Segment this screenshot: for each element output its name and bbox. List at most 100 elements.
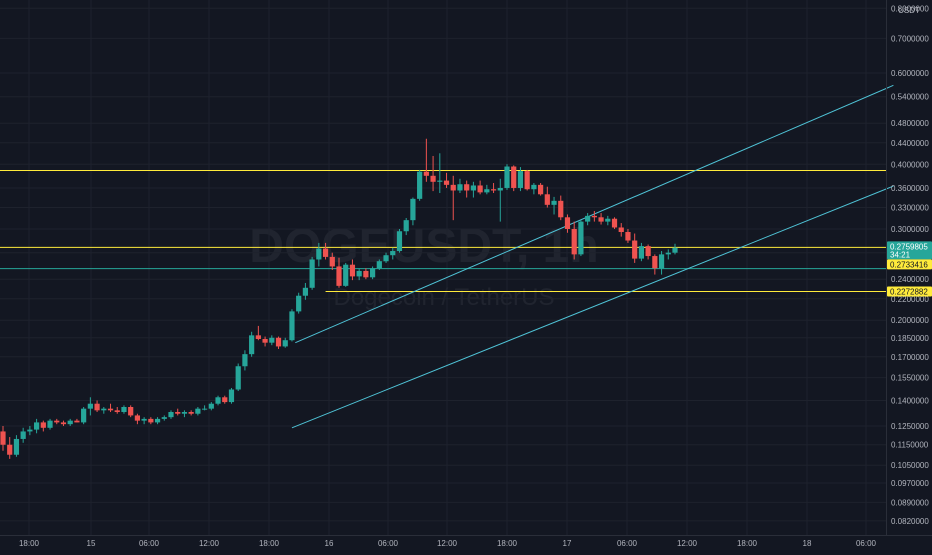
candle [0, 425, 6, 451]
candle-body [390, 251, 396, 256]
price-tick-label: 0.0890000 [891, 498, 929, 507]
candle [571, 221, 577, 260]
time-axis[interactable]: 18:00 15 06:00 12:00 18:00 16 06:00 12:00 18:00 1… [19, 539, 877, 548]
candle [403, 218, 409, 236]
green-line-price-tag-text: 0.2733416 [890, 260, 928, 269]
candle-body [638, 246, 644, 259]
watermark-symbol: DOGEUSDT, 1h [249, 220, 598, 273]
candle-body [497, 187, 503, 191]
candle [390, 247, 396, 260]
time-tick-label: 12:00 [437, 539, 458, 548]
candle-body [128, 407, 134, 416]
price-tick-label: 0.1400000 [891, 396, 929, 405]
candle-body [611, 218, 618, 228]
last-price-tag-bg [887, 241, 932, 260]
candle-body [370, 268, 376, 278]
candle [376, 259, 382, 271]
candle-body [464, 184, 470, 191]
candle-body [255, 335, 261, 339]
candle-body [74, 420, 80, 423]
candle [269, 335, 275, 346]
price-tick-label: 0.2400000 [891, 275, 929, 284]
candle-body [605, 218, 611, 222]
time-tick-label: 18 [803, 539, 812, 548]
candle [383, 252, 389, 263]
candle [181, 410, 188, 418]
time-tick-label: 18:00 [497, 539, 518, 548]
price-tick-label: 0.8000000 [891, 4, 929, 13]
candle-body [54, 420, 60, 423]
candle-body [316, 248, 322, 260]
candle-body [517, 171, 524, 188]
price-tick-label: 0.6000000 [891, 69, 929, 78]
candle [551, 196, 557, 215]
candle [94, 400, 100, 413]
candle-body [7, 444, 13, 455]
candle-body [34, 422, 40, 430]
time-tick-label: 06:00 [139, 539, 160, 548]
candle [296, 292, 302, 314]
candle [215, 395, 221, 406]
candle [437, 153, 443, 194]
candle [598, 213, 604, 225]
last-price-value: 0.2759805 [890, 242, 928, 251]
candle [336, 257, 342, 288]
trend-line [291, 185, 894, 429]
candle-body [148, 418, 154, 423]
candle [249, 331, 255, 357]
candle [605, 215, 611, 226]
candle [289, 309, 295, 342]
candle-body [484, 189, 490, 193]
time-tick-label: 18:00 [19, 539, 40, 548]
price-tick-label: 0.2000000 [891, 316, 929, 325]
candle [517, 167, 524, 192]
candle-body [60, 422, 67, 425]
candle-body [269, 337, 275, 343]
candle [141, 417, 147, 425]
candle-body [222, 397, 228, 403]
price-tick-label: 0.1250000 [891, 422, 929, 431]
candle [652, 254, 658, 275]
candle-body [329, 256, 335, 267]
candle [228, 387, 235, 404]
candle [67, 418, 73, 426]
candle-body [302, 287, 308, 296]
candle-body [585, 215, 591, 222]
time-tick-label: 12:00 [677, 539, 698, 548]
candle-body [665, 252, 671, 255]
support-price-tag-text: 0.2272882 [890, 287, 928, 296]
candle [101, 407, 107, 414]
candle-body [181, 412, 188, 414]
candle [625, 228, 631, 243]
candle-body [383, 255, 389, 262]
candle-body [141, 418, 147, 421]
candle-body [322, 248, 329, 257]
candle-body [20, 431, 26, 439]
candle-body [477, 185, 483, 193]
candle-body [403, 220, 409, 232]
candle-body [13, 438, 20, 455]
candle [370, 266, 376, 280]
candle-body [40, 422, 46, 428]
price-tick-label: 0.1050000 [891, 461, 929, 470]
candle [464, 180, 470, 198]
candle-body [450, 184, 456, 191]
candle-body [658, 254, 665, 269]
candle [47, 418, 53, 430]
candle [423, 138, 429, 182]
candle [188, 410, 194, 416]
candle [470, 181, 476, 198]
candle [168, 410, 174, 419]
price-tick-label: 0.1550000 [891, 374, 929, 383]
candle [322, 242, 329, 260]
price-axis[interactable]: 0.8000000 0.7000000 0.6000000 0.5400000 0.48… [891, 4, 929, 526]
candle [343, 262, 349, 287]
candle-body [551, 200, 557, 205]
price-tick-label: 0.3000000 [891, 225, 929, 234]
price-tick-label: 0.5400000 [891, 93, 929, 102]
price-tick-label: 0.3300000 [891, 204, 929, 213]
last-price-countdown: 34:21 [890, 250, 911, 259]
candle [27, 425, 33, 436]
candle-body [121, 407, 127, 413]
